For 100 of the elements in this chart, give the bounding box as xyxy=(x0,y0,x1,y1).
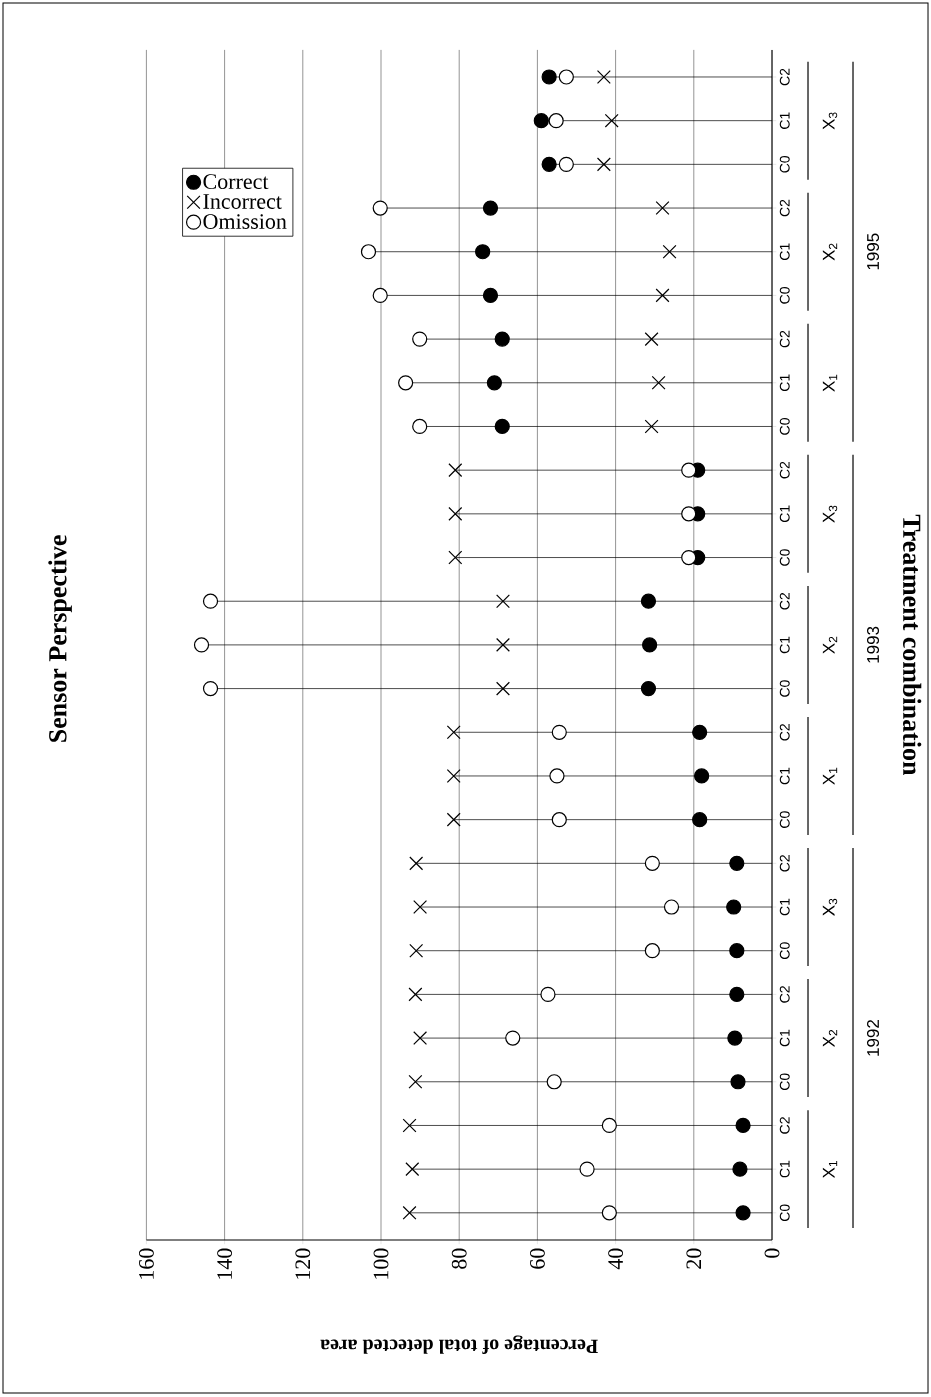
y-tick-label: C2 xyxy=(779,1117,790,1134)
y-tick-label: C1 xyxy=(779,374,790,392)
point xyxy=(402,1118,417,1133)
point xyxy=(726,899,742,915)
point xyxy=(558,156,574,172)
x-tick-label: 160 xyxy=(138,1248,154,1279)
x-tick-label: 140 xyxy=(217,1248,233,1279)
point xyxy=(732,1161,748,1177)
point xyxy=(202,680,219,697)
point xyxy=(448,463,463,478)
text: X$_{1}$ xyxy=(822,767,838,785)
point xyxy=(496,594,510,609)
point xyxy=(694,768,710,784)
point xyxy=(496,637,510,652)
point xyxy=(729,986,745,1002)
x-tick-label: 80 xyxy=(451,1248,467,1269)
y-tick-label: C0 xyxy=(779,811,790,828)
point xyxy=(409,856,424,871)
point xyxy=(541,69,557,85)
point xyxy=(372,200,388,216)
y-tick-label: C1 xyxy=(779,1029,790,1047)
point xyxy=(405,1162,420,1177)
text: X$_{3}$ xyxy=(822,505,838,523)
y-tick-label: C1 xyxy=(779,636,790,654)
legend-label: Incorrect xyxy=(203,194,282,209)
text: X$_{2}$ xyxy=(822,243,838,261)
text: X$_{3}$ xyxy=(822,898,838,916)
point xyxy=(482,287,499,304)
point xyxy=(551,812,567,828)
point xyxy=(681,462,697,478)
legend-label: Correct xyxy=(203,174,269,190)
y-tick-label: C0 xyxy=(779,155,790,173)
point xyxy=(729,943,745,959)
point xyxy=(475,244,491,260)
y-tick-label: C2 xyxy=(779,68,790,86)
point xyxy=(596,70,611,84)
point xyxy=(448,550,463,565)
point xyxy=(494,418,510,435)
point xyxy=(644,332,659,347)
y-tick-label: C0 xyxy=(779,549,790,566)
point xyxy=(640,593,657,609)
y-tick-label: C1 xyxy=(779,243,790,260)
point xyxy=(446,812,461,827)
point xyxy=(546,1074,562,1090)
point xyxy=(692,724,708,740)
x-tick-label: 40 xyxy=(608,1248,624,1270)
point xyxy=(558,69,574,85)
y-tick-label: C1 xyxy=(779,112,790,129)
text: Sensor Perspective xyxy=(48,535,72,742)
y-tick-label: C0 xyxy=(779,1204,790,1222)
x-axis-title: Percentage of total detected area xyxy=(320,1335,598,1354)
point xyxy=(729,855,745,871)
point xyxy=(448,506,463,521)
point xyxy=(662,244,677,259)
point xyxy=(548,113,564,129)
point xyxy=(496,681,510,696)
point xyxy=(644,419,659,434)
point xyxy=(360,244,377,260)
y-tick-label: C2 xyxy=(779,986,790,1003)
point xyxy=(412,418,428,435)
point xyxy=(409,943,424,958)
point xyxy=(735,1117,751,1134)
point xyxy=(372,287,388,304)
point xyxy=(482,200,499,216)
y-axis-title: Treatment combination xyxy=(903,514,922,776)
point xyxy=(408,1074,423,1089)
point xyxy=(651,375,666,390)
point xyxy=(446,725,461,740)
point xyxy=(655,288,670,303)
y-tick-label: C1 xyxy=(779,1160,790,1178)
point xyxy=(604,113,619,128)
point xyxy=(681,549,697,566)
y-tick-label: C0 xyxy=(779,418,790,435)
point xyxy=(540,986,556,1002)
point xyxy=(412,331,428,347)
x-tick-label: 120 xyxy=(295,1248,311,1279)
x-tick-label: 20 xyxy=(686,1248,702,1269)
y-tick-label: C1 xyxy=(779,898,790,916)
text: X$_{1}$ xyxy=(822,374,838,392)
text: X$_{3}$ xyxy=(822,112,838,130)
point xyxy=(601,1205,617,1221)
point xyxy=(193,637,210,653)
x-tick-label: 0 xyxy=(764,1248,780,1258)
point xyxy=(202,593,219,609)
text: X$_{1}$ xyxy=(822,1160,838,1178)
y-tick-label: C1 xyxy=(779,505,790,523)
legend-label: Omission xyxy=(203,214,287,229)
point xyxy=(692,812,708,828)
point xyxy=(644,943,660,959)
point xyxy=(505,1030,521,1046)
y-tick-label: C0 xyxy=(779,1073,790,1090)
y-tick-label: C0 xyxy=(779,680,790,697)
y-tick-label: C2 xyxy=(779,855,790,872)
point xyxy=(640,680,657,697)
point xyxy=(413,900,428,914)
x-tick-label: 60 xyxy=(529,1248,545,1269)
y-tick-label: C0 xyxy=(779,942,790,959)
y-tick-label: C2 xyxy=(779,461,790,479)
text: 1995 xyxy=(866,233,880,270)
point xyxy=(486,375,502,391)
